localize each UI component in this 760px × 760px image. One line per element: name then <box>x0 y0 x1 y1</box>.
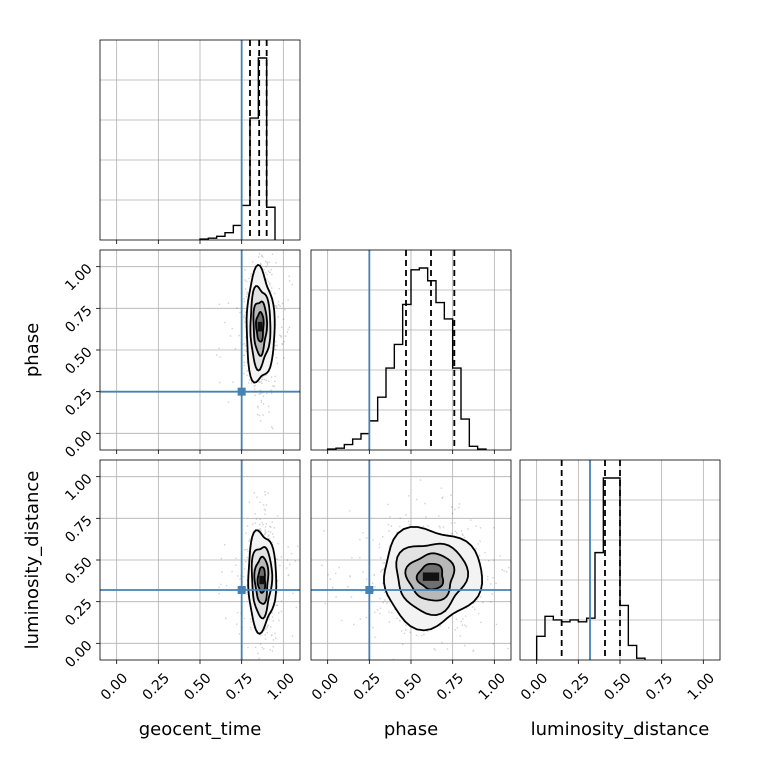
tick-label-x-geocent_time: 0.00 <box>98 670 131 703</box>
contour-line <box>247 529 278 635</box>
tick-label-y-luminosity_distance: 0.50 <box>62 554 95 587</box>
tick-label-x-geocent_time: 0.50 <box>181 670 214 703</box>
tick-label-x-geocent_time: 1.00 <box>265 670 298 703</box>
axis-title-x-phase: phase <box>384 719 438 740</box>
panel-content <box>216 253 300 430</box>
axis-title-x-luminosity_distance: luminosity_distance <box>531 719 710 740</box>
density-peak <box>257 321 263 332</box>
tick-label-x-phase: 0.00 <box>309 670 342 703</box>
histogram-luminosity_distance <box>535 477 646 660</box>
tick-label-y-luminosity_distance: 0.00 <box>62 638 95 671</box>
tick-label-x-luminosity_distance: 0.25 <box>560 670 593 703</box>
tick-label-x-luminosity_distance: 1.00 <box>685 670 718 703</box>
contour-line <box>256 566 267 594</box>
tick-label-x-phase: 0.50 <box>392 670 425 703</box>
tick-label-x-phase: 1.00 <box>476 670 509 703</box>
panel-joint-phase-luminosity_distance <box>310 459 512 664</box>
contour-line <box>245 263 276 384</box>
tick-label-y-phase: 1.00 <box>62 261 95 294</box>
contour-line <box>253 555 270 605</box>
density-peak <box>259 575 264 585</box>
density-peak <box>422 572 440 581</box>
tick-label-x-phase: 0.25 <box>351 670 384 703</box>
axis-title-x-geocent_time: geocent_time <box>139 719 262 740</box>
tick-label-y-phase: 0.75 <box>62 303 95 336</box>
tick-label-x-luminosity_distance: 0.50 <box>601 670 634 703</box>
contour-line <box>404 552 456 602</box>
panel-hist-geocent_time <box>99 39 301 244</box>
tick-label-x-phase: 0.75 <box>434 670 467 703</box>
contour-line <box>252 300 269 357</box>
tick-label-x-geocent_time: 0.25 <box>140 670 173 703</box>
axis-title-y-phase: phase <box>22 323 43 377</box>
contour-line <box>250 546 274 620</box>
tick-label-y-luminosity_distance: 1.00 <box>62 471 95 504</box>
panel-content <box>311 479 510 660</box>
tick-label-y-phase: 0.00 <box>62 428 95 461</box>
contour-line <box>255 311 265 343</box>
truth-marker <box>237 586 246 594</box>
panel-hist-phase <box>310 249 512 454</box>
tick-label-y-phase: 0.50 <box>62 344 95 377</box>
panel-content <box>218 491 299 660</box>
tick-label-y-luminosity_distance: 0.75 <box>62 513 95 546</box>
truth-marker <box>365 586 374 594</box>
panel-joint-geocent_time-luminosity_distance <box>96 459 301 664</box>
tick-label-x-geocent_time: 0.75 <box>223 670 256 703</box>
axis-title-y-luminosity_distance: luminosity_distance <box>22 471 43 650</box>
panel-joint-geocent_time-phase <box>96 249 301 454</box>
panel-hist-luminosity_distance <box>519 459 721 664</box>
histogram-geocent_time <box>199 57 276 240</box>
contour-line <box>395 542 470 617</box>
truth-marker <box>237 387 246 396</box>
contour-line <box>415 563 445 591</box>
tick-label-y-luminosity_distance: 0.25 <box>62 596 95 629</box>
contour-line <box>383 526 484 632</box>
contour-line <box>249 285 272 372</box>
tick-label-y-phase: 0.25 <box>62 386 95 419</box>
tick-label-x-luminosity_distance: 0.75 <box>643 670 676 703</box>
tick-label-x-luminosity_distance: 0.00 <box>518 670 551 703</box>
